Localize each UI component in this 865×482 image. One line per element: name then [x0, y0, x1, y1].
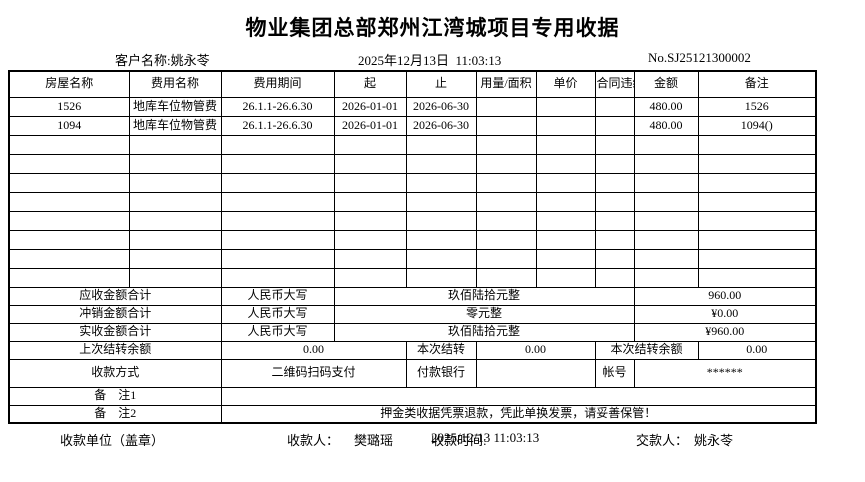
empty-row [8, 153, 817, 174]
cell-start: 2026-01-01 [333, 115, 407, 136]
current-carryover-label: 本次结转 [405, 340, 477, 360]
cell-penalty [594, 96, 635, 117]
summary-amount: ¥0.00 [633, 304, 817, 324]
col-header-house: 房屋名称 [8, 70, 130, 98]
payment-row: 收款方式 二维码扫码支付 付款银行 帐号 ****** [8, 358, 817, 388]
note1-label: 备 注1 [8, 386, 222, 406]
note1-row: 备 注1 [8, 386, 817, 406]
table-row: 1526 地库车位物管费 26.1.1-26.6.30 2026-01-01 2… [8, 96, 817, 117]
empty-row [8, 248, 817, 269]
payment-bank-label: 付款银行 [405, 358, 477, 388]
cell-penalty [594, 115, 635, 136]
col-header-price: 单价 [535, 70, 596, 98]
summary-row-receivable: 应收金额合计 人民币大写 玖佰陆拾元整 960.00 [8, 286, 817, 306]
receipt-time-value: 2025/12/13 11:03:13 [431, 430, 540, 445]
currency-label: 人民币大写 [220, 322, 335, 342]
payee-name: 樊璐瑶 [354, 433, 394, 448]
summary-row-writeoff: 冲销金额合计 人民币大写 零元整 ¥0.00 [8, 304, 817, 324]
current-balance-value: 0.00 [697, 340, 817, 360]
payment-bank-value [475, 358, 596, 388]
cell-amount: 480.00 [633, 96, 699, 117]
receipt-table: 房屋名称 费用名称 费用期间 起 止 用量/面积 单价 合同违约金 金额 备注 … [8, 70, 817, 424]
currency-label: 人民币大写 [220, 286, 335, 306]
summary-row-received: 实收金额合计 人民币大写 玖佰陆拾元整 ¥960.00 [8, 322, 817, 342]
note2-row: 备 注2 押金类收据凭票退款，凭此单换发票，请妥善保管！ [8, 404, 817, 424]
prev-balance-label: 上次结转余额 [8, 340, 222, 360]
receipt-number: No.SJ25121300002 [648, 50, 751, 65]
col-header-end: 止 [405, 70, 477, 98]
cell-price [535, 96, 596, 117]
note2-value: 押金类收据凭票退款，凭此单换发票，请妥善保管！ [220, 404, 817, 424]
col-header-start: 起 [333, 70, 407, 98]
col-header-amount: 金额 [633, 70, 699, 98]
receipt-time-label: 收款时间: [431, 433, 487, 448]
cell-remark: 1526 [697, 96, 817, 117]
cell-fee: 地库车位物管费 [128, 115, 222, 136]
summary-amount: 960.00 [633, 286, 817, 306]
cell-price [535, 115, 596, 136]
summary-label: 实收金额合计 [8, 322, 222, 342]
customer-name-line: 客户名称:姚永苓 [115, 50, 210, 69]
empty-row [8, 134, 817, 155]
account-label: 帐号 [594, 358, 635, 388]
cell-usage [475, 96, 537, 117]
payer-label: 交款人： [636, 433, 689, 448]
note1-value [220, 386, 817, 406]
currency-label: 人民币大写 [220, 304, 335, 324]
empty-row [8, 210, 817, 231]
customer-name: 姚永苓 [170, 53, 210, 68]
cell-fee: 地库车位物管费 [128, 96, 222, 117]
current-balance-label: 本次结转余额 [594, 340, 699, 360]
cell-period: 26.1.1-26.6.30 [220, 96, 335, 117]
carryover-row: 上次结转余额 0.00 本次结转 0.00 本次结转余额 0.00 [8, 340, 817, 360]
empty-row [8, 191, 817, 212]
col-header-remark: 备注 [697, 70, 817, 98]
amount-in-words: 零元整 [333, 304, 635, 324]
payment-method-value: 二维码扫码支付 [220, 358, 407, 388]
receipt-datetime: 2025年12月13日 11:03:13 [358, 53, 502, 68]
cell-period: 26.1.1-26.6.30 [220, 115, 335, 136]
empty-row [8, 172, 817, 193]
payee-label: 收款人： [287, 433, 340, 448]
cell-start: 2026-01-01 [333, 96, 407, 117]
summary-label: 冲销金额合计 [8, 304, 222, 324]
empty-row [8, 267, 817, 288]
empty-row [8, 229, 817, 250]
payer-name: 姚永苓 [694, 433, 734, 448]
current-carryover-value: 0.00 [475, 340, 596, 360]
summary-label: 应收金额合计 [8, 286, 222, 306]
cell-usage [475, 115, 537, 136]
col-header-period: 费用期间 [220, 70, 335, 98]
account-value: ****** [633, 358, 817, 388]
cell-house: 1094 [8, 115, 130, 136]
cell-house: 1526 [8, 96, 130, 117]
page-title: 物业集团总部郑州江湾城项目专用收据 [245, 16, 620, 40]
note2-label: 备 注2 [8, 404, 222, 424]
col-header-usage: 用量/面积 [475, 70, 537, 98]
amount-in-words: 玖佰陆拾元整 [333, 322, 635, 342]
payment-method-label: 收款方式 [8, 358, 222, 388]
cell-end: 2026-06-30 [405, 115, 477, 136]
table-row: 1094 地库车位物管费 26.1.1-26.6.30 2026-01-01 2… [8, 115, 817, 136]
cell-amount: 480.00 [633, 115, 699, 136]
stamp-unit-label: 收款单位（盖章） [60, 433, 165, 448]
prev-balance-value: 0.00 [220, 340, 407, 360]
amount-in-words: 玖佰陆拾元整 [333, 286, 635, 306]
col-header-penalty: 合同违约金 [594, 70, 635, 98]
col-header-fee: 费用名称 [128, 70, 222, 98]
cell-end: 2026-06-30 [405, 96, 477, 117]
customer-label: 客户名称: [115, 53, 171, 68]
table-header-row: 房屋名称 费用名称 费用期间 起 止 用量/面积 单价 合同违约金 金额 备注 [8, 70, 817, 98]
summary-amount: ¥960.00 [633, 322, 817, 342]
cell-remark: 1094() [697, 115, 817, 136]
